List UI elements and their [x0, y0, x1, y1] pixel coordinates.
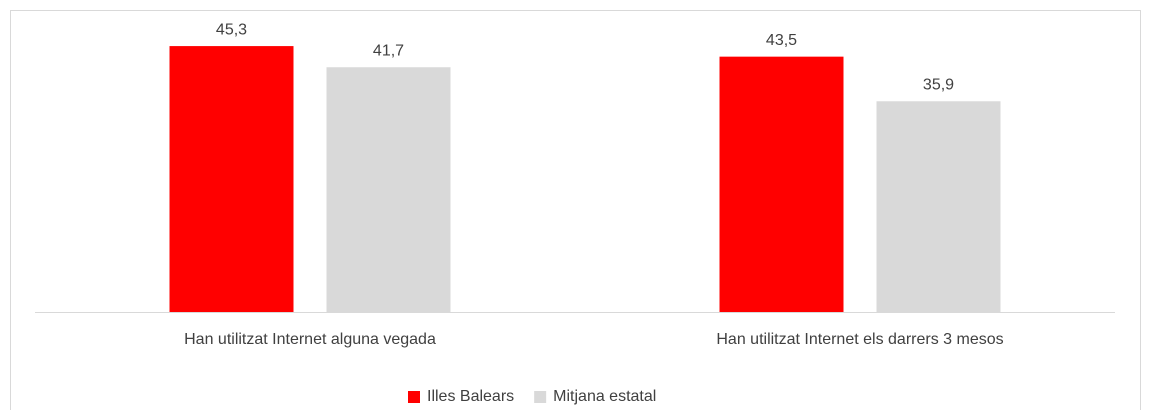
legend-swatch — [408, 391, 420, 403]
x-tick-label: Han utilitzat Internet alguna vegada — [184, 331, 436, 348]
value-label: 45,3 — [216, 21, 247, 38]
legend-label: Illes Balears — [427, 388, 514, 405]
x-tick-label: Han utilitzat Internet els darrers 3 mes… — [716, 331, 1003, 348]
bar — [876, 101, 1001, 312]
chart-border — [10, 10, 1141, 410]
value-label: 41,7 — [373, 42, 404, 59]
value-label: 35,9 — [923, 76, 954, 93]
bar — [326, 67, 451, 312]
bar — [719, 56, 844, 312]
value-label: 43,5 — [766, 32, 797, 49]
bar — [169, 46, 294, 313]
legend-swatch — [534, 391, 547, 403]
legend-label: Mitjana estatal — [553, 388, 656, 405]
